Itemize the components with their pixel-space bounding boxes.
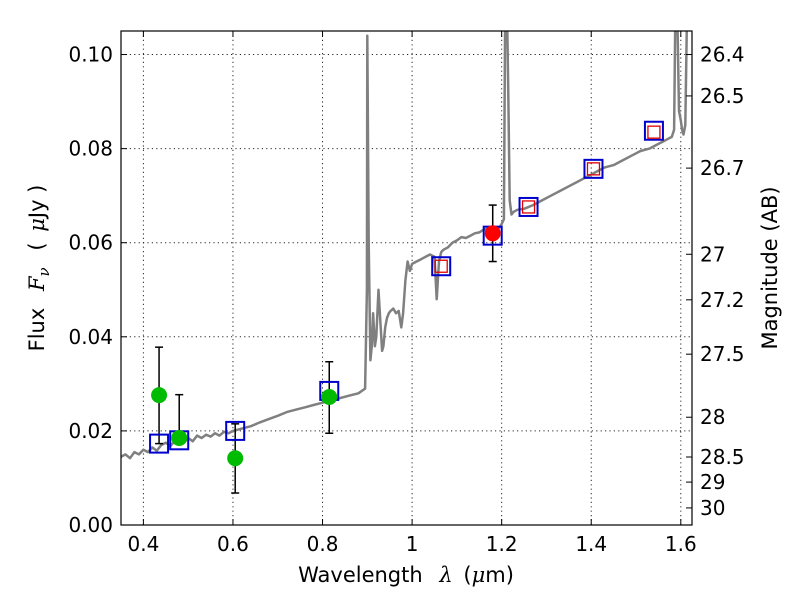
x-tick-label: 0.6 bbox=[217, 532, 249, 556]
y-axis-label-nu: ν bbox=[35, 267, 53, 276]
x-axis-label-lambda: λ bbox=[438, 563, 452, 587]
optical-detection-point bbox=[151, 387, 168, 404]
x-axis-label-open: ( bbox=[463, 563, 471, 587]
spectrum-line bbox=[121, 31, 688, 460]
mag-tick-label: 27.5 bbox=[700, 342, 745, 366]
plot-frame bbox=[120, 30, 693, 526]
x-axis-label-unit: m) bbox=[485, 563, 514, 587]
x-axis-label-prefix: Wavelength bbox=[298, 563, 423, 587]
mag-tick-label: 30 bbox=[700, 496, 725, 520]
x-tick-label: 0.8 bbox=[307, 532, 339, 556]
x-axis-label-mu: μ bbox=[472, 563, 486, 587]
mag-tick-label: 27.2 bbox=[700, 288, 745, 312]
y-axis-label-fnu: F bbox=[25, 275, 49, 292]
y-axis-label: Flux Fν ( μJy ) bbox=[25, 185, 54, 352]
x-tick-label: 1.2 bbox=[486, 532, 518, 556]
model-photometry-square bbox=[225, 420, 246, 441]
x-tick-label: 0.4 bbox=[127, 532, 159, 556]
model-photometry-square bbox=[149, 433, 170, 454]
y-band-detection-point bbox=[484, 225, 501, 242]
mag-tick-label: 28.5 bbox=[700, 445, 745, 469]
y-axis-label-prefix: Flux bbox=[25, 308, 49, 352]
observed-photometry-square bbox=[647, 125, 661, 139]
mag-tick-label: 28 bbox=[700, 405, 725, 429]
mag-tick-label: 26.7 bbox=[700, 156, 745, 180]
x-tick-label: 1.6 bbox=[665, 532, 697, 556]
observed-photometry-square bbox=[586, 162, 601, 176]
grid bbox=[121, 31, 692, 525]
y-axis-label-unit: Jy ) bbox=[25, 185, 49, 221]
optical-detection-point bbox=[321, 389, 338, 406]
y-axis-label-mu: μ bbox=[25, 218, 49, 232]
mag-tick-label: 26.4 bbox=[700, 43, 745, 67]
x-tick-label: 1 bbox=[406, 532, 419, 556]
y-tick-label: 0.04 bbox=[68, 325, 113, 349]
y-axis-label-open: ( bbox=[25, 242, 49, 250]
mag-tick-label: 26.5 bbox=[700, 84, 745, 108]
y-tick-label: 0.02 bbox=[68, 419, 113, 443]
y-tick-label: 0.10 bbox=[68, 43, 113, 67]
tick-layer: 0.4 0.6 0.8 1 1.2 1.4 1.6 0.00 0.02 0.04 0.06 0.08 0… bbox=[68, 31, 745, 556]
model-photometry-square bbox=[431, 256, 452, 277]
model-photometry-square bbox=[643, 120, 664, 141]
mag-tick-label: 29 bbox=[700, 470, 725, 494]
y-tick-label: 0.06 bbox=[68, 231, 113, 255]
spectrum-layer bbox=[121, 31, 688, 460]
model-photometry-square bbox=[518, 196, 539, 217]
y-tick-label: 0.00 bbox=[68, 513, 113, 537]
observed-photometry-square bbox=[521, 200, 536, 214]
mag-tick-label: 27 bbox=[700, 242, 725, 266]
x-axis-label: Wavelength λ (μm) bbox=[298, 563, 514, 587]
x-tick-label: 1.4 bbox=[575, 532, 607, 556]
marker-layer bbox=[149, 120, 664, 467]
optical-detection-point bbox=[171, 429, 188, 446]
observed-photometry-square bbox=[434, 259, 448, 273]
right-axis-label: Magnitude (AB) bbox=[758, 186, 782, 349]
y-tick-label: 0.08 bbox=[68, 137, 113, 161]
optical-detection-point bbox=[227, 450, 244, 467]
model-photometry-square bbox=[583, 158, 604, 179]
